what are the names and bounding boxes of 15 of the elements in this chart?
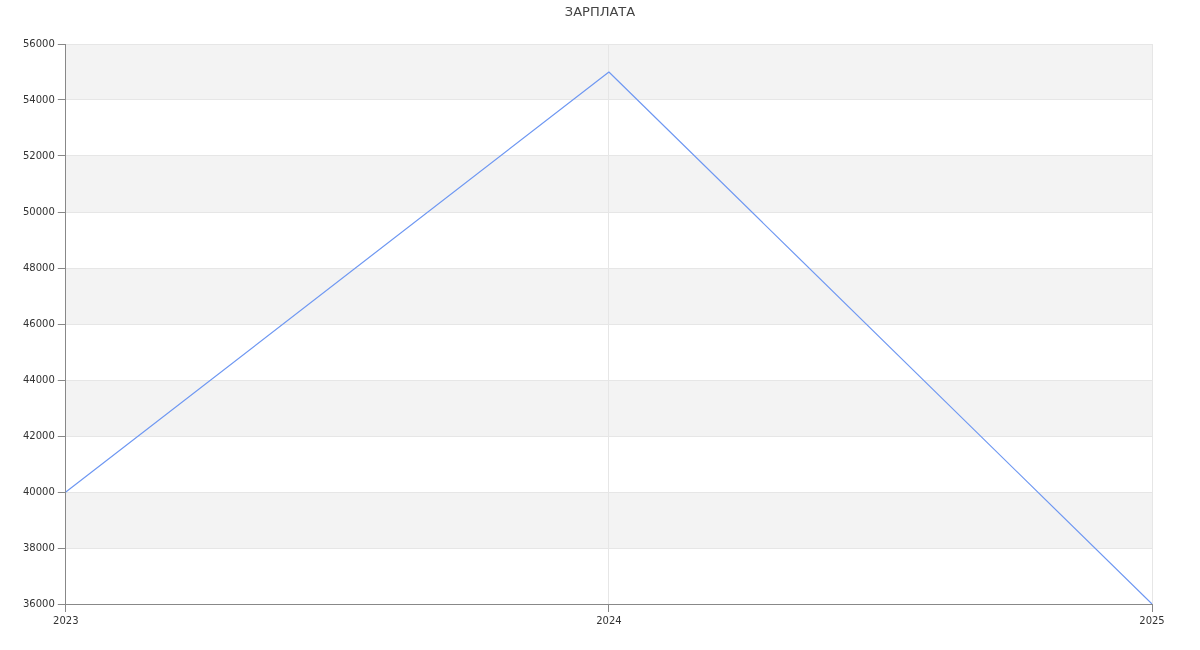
y-tick-label: 50000 xyxy=(23,205,55,217)
y-tick-label: 36000 xyxy=(23,597,55,609)
x-tick-label: 2023 xyxy=(53,614,79,626)
chart-title: ЗАРПЛАТА xyxy=(563,4,637,19)
y-tick-label: 46000 xyxy=(23,317,55,329)
y-tick-label: 56000 xyxy=(23,37,55,49)
y-tick-label: 54000 xyxy=(23,93,55,105)
y-tick-label: 38000 xyxy=(23,541,55,553)
y-tick-label: 48000 xyxy=(23,261,55,273)
y-tick-label: 52000 xyxy=(23,149,55,161)
y-tick-label: 42000 xyxy=(23,429,55,441)
y-tick-label: 44000 xyxy=(23,373,55,385)
x-tick-label: 2025 xyxy=(1139,614,1165,626)
y-tick-label: 40000 xyxy=(23,485,55,497)
x-tick-label: 2024 xyxy=(596,614,622,626)
